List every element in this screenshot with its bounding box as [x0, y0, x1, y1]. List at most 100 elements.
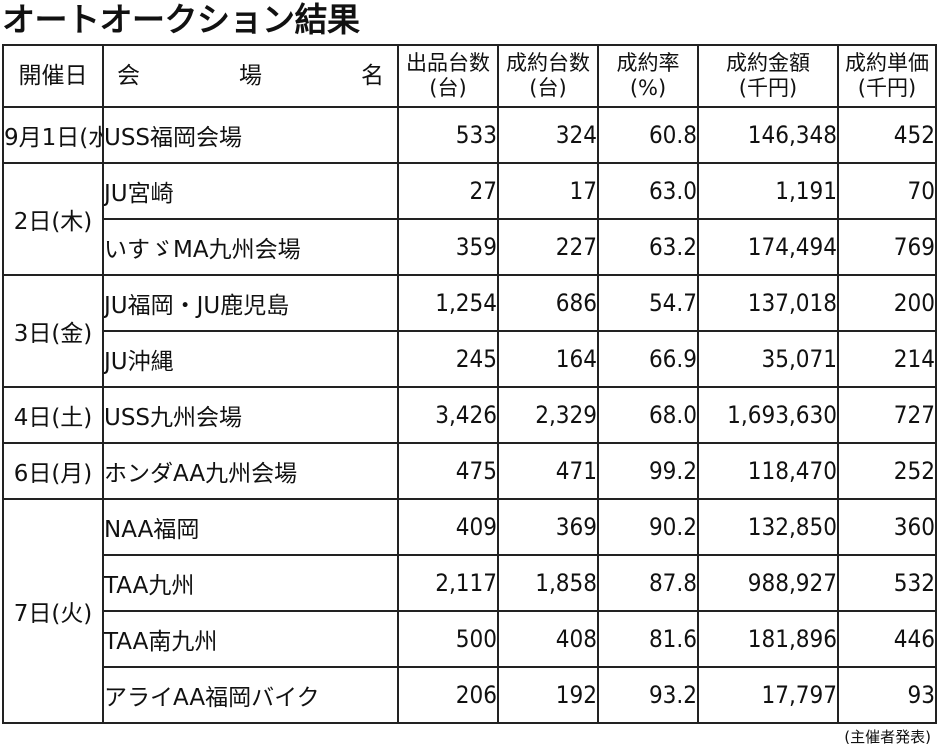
rate-cell: 54.7	[597, 274, 699, 332]
rate-cell: 81.6	[597, 610, 699, 668]
rate-cell: 66.9	[597, 330, 699, 388]
amount-cell: 181,896	[697, 610, 839, 668]
venue-cell: アライAA福岡バイク	[102, 666, 399, 724]
table-row: JU沖縄 245 164 66.9 35,071 214	[3, 330, 937, 388]
date-cell: 2日(木)	[2, 162, 104, 276]
amount-cell: 137,018	[697, 274, 839, 332]
amount-cell: 174,494	[697, 218, 839, 276]
header-sold-unit: (台)	[529, 76, 567, 100]
table-row: アライAA福岡バイク 206 192 93.2 17,797 93	[3, 666, 937, 724]
listed-cell: 245	[397, 330, 499, 388]
sold-cell: 192	[497, 666, 599, 724]
header-sold-label: 成約台数	[506, 51, 590, 75]
rate-cell: 63.0	[597, 162, 699, 220]
table-row: TAA九州 2,117 1,858 87.8 988,927 532	[3, 554, 937, 612]
listed-cell: 206	[397, 666, 499, 724]
table-row: いすゞMA九州会場 359 227 63.2 174,494 769	[3, 218, 937, 276]
amount-cell: 146,348	[697, 106, 839, 164]
unit-price-cell: 532	[837, 554, 937, 612]
header-unit-price-label: 成約単価	[845, 51, 929, 75]
unit-price-cell: 214	[837, 330, 937, 388]
listed-cell: 409	[397, 498, 499, 556]
unit-price-cell: 769	[837, 218, 937, 276]
date-cell: 6日(月)	[2, 442, 104, 500]
amount-cell: 118,470	[697, 442, 839, 500]
rate-cell: 90.2	[597, 498, 699, 556]
listed-cell: 533	[397, 106, 499, 164]
venue-cell: TAA九州	[102, 554, 399, 612]
sold-cell: 369	[497, 498, 599, 556]
amount-cell: 988,927	[697, 554, 839, 612]
header-amount: 成約金額 (千円)	[697, 44, 839, 108]
listed-cell: 1,254	[397, 274, 499, 332]
sold-cell: 164	[497, 330, 599, 388]
page-title: オートオークション結果	[2, 0, 360, 39]
table-row: 4日(土) USS九州会場 3,426 2,329 68.0 1,693,630…	[2, 386, 937, 444]
venue-cell: いすゞMA九州会場	[102, 218, 399, 276]
venue-cell: JU宮崎	[102, 162, 399, 220]
header-amount-label: 成約金額	[726, 51, 810, 75]
sold-cell: 17	[497, 162, 599, 220]
source-note: (主催者発表)	[844, 728, 931, 746]
date-cell: 3日(金)	[2, 274, 104, 388]
table-row: 3日(金) JU福岡・JU鹿児島 1,254 686 54.7 137,018 …	[2, 274, 937, 388]
listed-cell: 500	[397, 610, 499, 668]
sold-cell: 471	[497, 442, 599, 500]
listed-cell: 359	[397, 218, 499, 276]
header-venue-label: 会 場 名	[117, 62, 398, 89]
listed-cell: 3,426	[397, 386, 499, 444]
header-date: 開催日	[2, 44, 104, 108]
unit-price-cell: 452	[837, 106, 937, 164]
unit-price-cell: 727	[837, 386, 937, 444]
table-row: 2日(木) JU宮崎 27 17 63.0 1,191 70	[2, 162, 937, 276]
amount-cell: 1,693,630	[697, 386, 839, 444]
date-cell: 9月1日(水)	[2, 106, 104, 164]
venue-cell: USS九州会場	[102, 386, 399, 444]
table-row: TAA南九州 500 408 81.6 181,896 446	[3, 610, 937, 668]
date-cell: 7日(火)	[2, 498, 104, 724]
unit-price-cell: 93	[837, 666, 937, 724]
header-rate-label: 成約率	[616, 51, 680, 75]
sold-cell: 686	[497, 274, 599, 332]
header-unit-price-unit: (千円)	[857, 76, 917, 100]
header-rate: 成約率 (%)	[597, 44, 699, 108]
date-cell: 4日(土)	[2, 386, 104, 444]
header-unit-price: 成約単価 (千円)	[837, 44, 937, 108]
venue-cell: JU沖縄	[102, 330, 399, 388]
sold-cell: 324	[497, 106, 599, 164]
header-amount-unit: (千円)	[738, 76, 798, 100]
rate-cell: 63.2	[597, 218, 699, 276]
amount-cell: 35,071	[697, 330, 839, 388]
table-row: 6日(月) ホンダAA九州会場 475 471 99.2 118,470 252	[2, 442, 937, 500]
venue-cell: NAA福岡	[102, 498, 399, 556]
header-listed-label: 出品台数	[406, 51, 490, 75]
amount-cell: 132,850	[697, 498, 839, 556]
header-sold: 成約台数 (台)	[497, 44, 599, 108]
rate-cell: 99.2	[597, 442, 699, 500]
unit-price-cell: 360	[837, 498, 937, 556]
table-row: 7日(火) NAA福岡 409 369 90.2 132,850 360	[2, 498, 937, 724]
venue-cell: USS福岡会場	[102, 106, 399, 164]
listed-cell: 2,117	[397, 554, 499, 612]
rate-cell: 87.8	[597, 554, 699, 612]
sold-cell: 1,858	[497, 554, 599, 612]
listed-cell: 27	[397, 162, 499, 220]
unit-price-cell: 200	[837, 274, 937, 332]
header-venue: 会 場 名	[102, 44, 399, 108]
unit-price-cell: 446	[837, 610, 937, 668]
amount-cell: 17,797	[697, 666, 839, 724]
rate-cell: 93.2	[597, 666, 699, 724]
amount-cell: 1,191	[697, 162, 839, 220]
header-rate-unit: (%)	[629, 76, 667, 100]
sold-cell: 227	[497, 218, 599, 276]
listed-cell: 475	[397, 442, 499, 500]
unit-price-cell: 70	[837, 162, 937, 220]
rate-cell: 68.0	[597, 386, 699, 444]
venue-cell: TAA南九州	[102, 610, 399, 668]
sold-cell: 408	[497, 610, 599, 668]
sold-cell: 2,329	[497, 386, 599, 444]
header-row: 開催日 会 場 名 出品台数 (台) 成約台数 (台) 成約率 (%) 成約金額…	[2, 44, 937, 108]
unit-price-cell: 252	[837, 442, 937, 500]
venue-cell: JU福岡・JU鹿児島	[102, 274, 399, 332]
header-listed-unit: (台)	[429, 76, 467, 100]
